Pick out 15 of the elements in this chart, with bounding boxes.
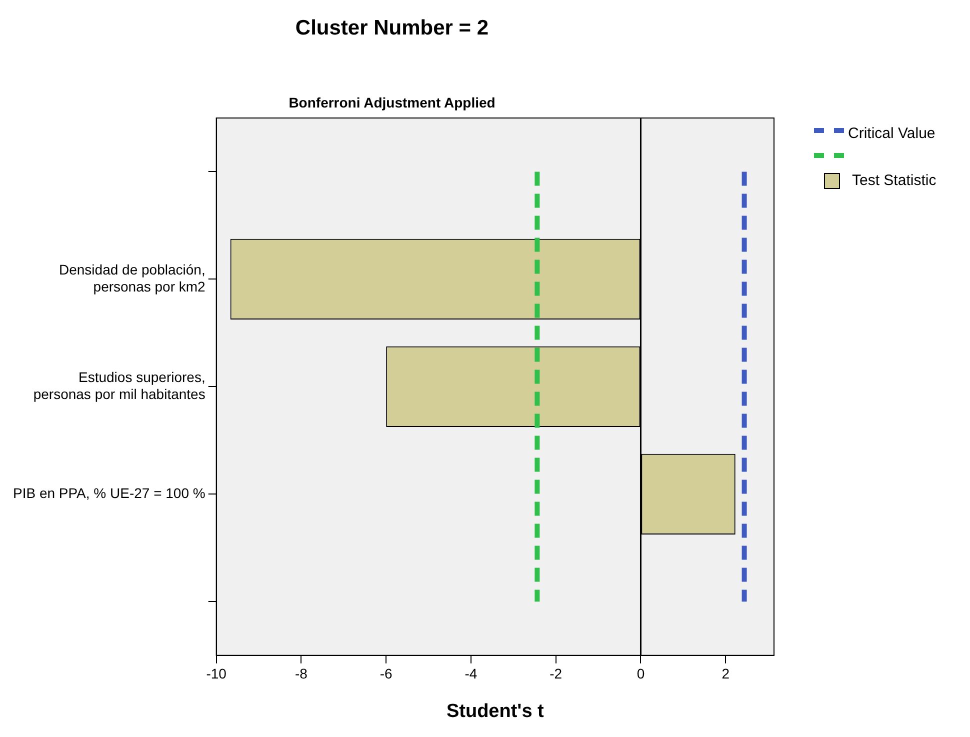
y-tick-label: Densidad de población, personas por km2 bbox=[59, 262, 206, 294]
y-tick-label: PIB en PPA, % UE-27 = 100 % bbox=[13, 485, 206, 502]
x-tick-label: 2 bbox=[722, 666, 730, 682]
x-tick-label: -2 bbox=[550, 666, 562, 682]
x-tick-label: 0 bbox=[636, 666, 645, 682]
legend-label: Test Statistic bbox=[852, 172, 936, 189]
legend-label: Critical Value bbox=[848, 125, 936, 142]
chart-title: Cluster Number = 2 bbox=[295, 16, 489, 40]
x-tick-label: -10 bbox=[206, 666, 227, 682]
x-tick-label: -8 bbox=[294, 666, 308, 682]
y-tick-label: Estudios superiores, personas por mil habitantes bbox=[33, 369, 206, 402]
x-tick-label: -6 bbox=[380, 666, 393, 682]
x-axis-title: Student's t bbox=[446, 700, 545, 722]
chart-subtitle: Bonferroni Adjustment Applied bbox=[288, 94, 496, 110]
x-tick-label: -4 bbox=[464, 666, 478, 682]
